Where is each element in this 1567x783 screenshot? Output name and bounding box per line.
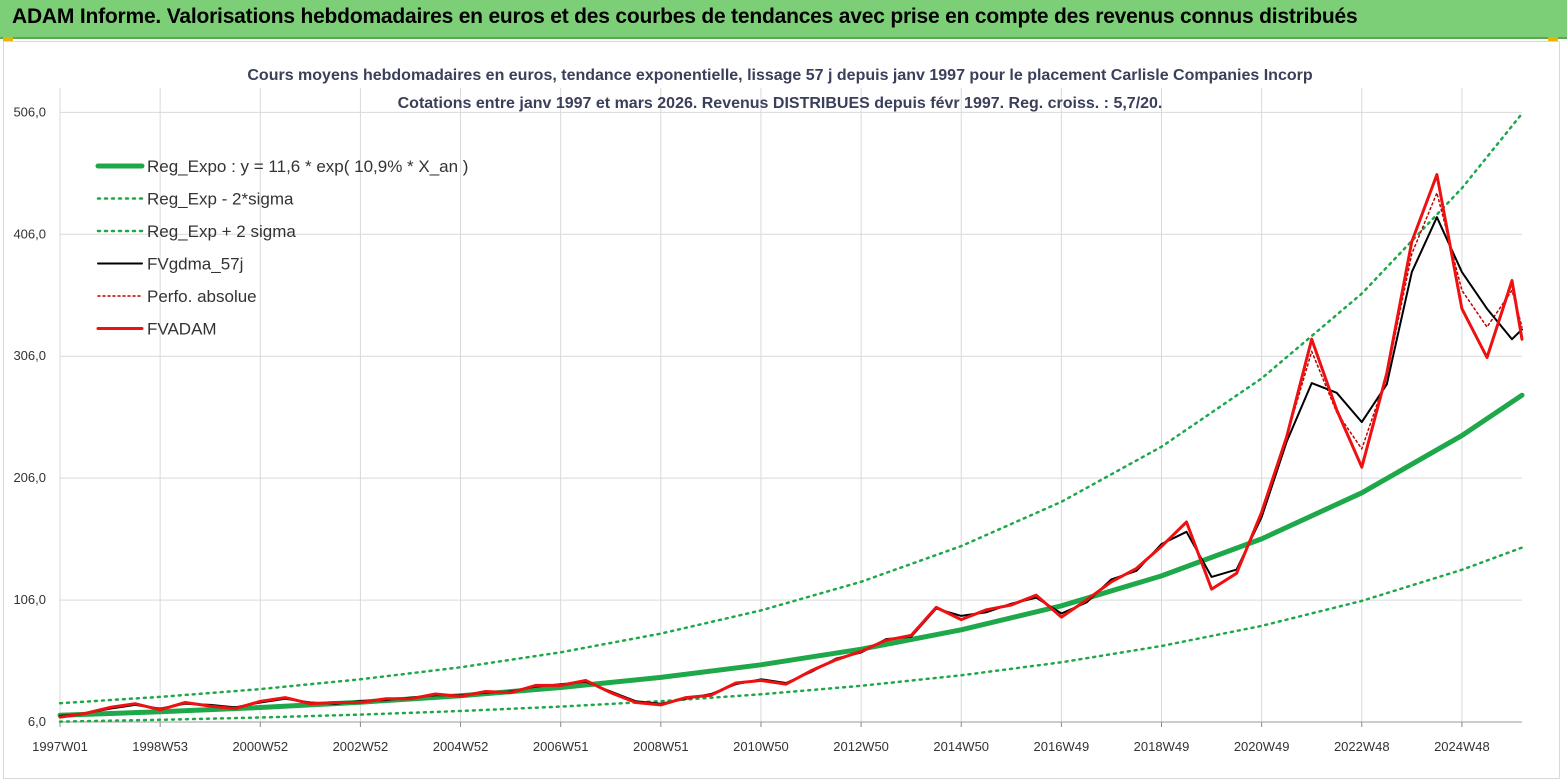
y-tick-label: 6,0 [28,714,46,729]
x-tick-label: 1997W01 [32,739,88,754]
x-tick-label: 2016W49 [1034,739,1090,754]
x-tick-label: 1998W53 [132,739,188,754]
legend-label: FVADAM [147,320,217,339]
x-tick-label: 2012W50 [833,739,889,754]
x-tick-label: 2010W50 [733,739,789,754]
series-line-fvadam-5 [58,173,1524,719]
y-tick-label: 506,0 [13,104,46,119]
chart-gridlines [59,88,1522,727]
y-tick-label: 106,0 [13,592,46,607]
report-banner-title: ADAM Informe. Valorisations hebdomadaire… [12,5,1358,28]
chart-corner-marker [3,37,13,41]
y-axis-tick-labels: 6,0 106,0 206,0 306,0 406,0 506,0 [13,104,46,729]
legend-label: Reg_Exp + 2 sigma [147,222,296,241]
y-tick-label: 406,0 [13,226,46,241]
report-banner: ADAM Informe. Valorisations hebdomadaire… [0,0,1567,39]
legend-label: Reg_Expo : y = 11,6 * exp( 10,9% * X_an … [147,157,468,176]
x-tick-label: 2014W50 [933,739,989,754]
x-tick-label: 2018W49 [1134,739,1190,754]
x-tick-label: 2024W48 [1434,739,1490,754]
chart-series [57,112,1525,723]
series-line-band-2 [58,112,1524,705]
series-line-perfo-4 [59,192,1523,718]
x-tick-label: 2020W49 [1234,739,1290,754]
x-tick-label: 2000W52 [232,739,288,754]
chart-corner-marker [1548,37,1558,41]
series-line-band-1 [58,546,1524,723]
series-line-trend-0 [57,392,1525,718]
y-tick-label: 206,0 [13,470,46,485]
legend-label: Perfo. absolue [147,287,257,306]
chart-title: Cours moyens hebdomadaires en euros, ten… [247,67,1312,84]
x-tick-label: 2004W52 [433,739,489,754]
series-line-smoothed-3 [59,216,1523,717]
x-tick-label: 2008W51 [633,739,689,754]
y-tick-label: 306,0 [13,348,46,363]
x-axis-tick-labels: 1997W01 1998W53 2000W52 2002W52 2004W52 2006W… [32,739,1490,754]
x-tick-label: 2006W51 [533,739,589,754]
chart-legend: Reg_Expo : y = 11,6 * exp( 10,9% * X_an … [95,157,468,339]
x-tick-label: 2002W52 [333,739,389,754]
x-tick-label: 2022W48 [1334,739,1390,754]
legend-label: FVgdma_57j [147,255,243,274]
chart-subtitle: Cotations entre janv 1997 et mars 2026. … [398,95,1163,112]
legend-label: Reg_Exp - 2*sigma [147,190,294,209]
